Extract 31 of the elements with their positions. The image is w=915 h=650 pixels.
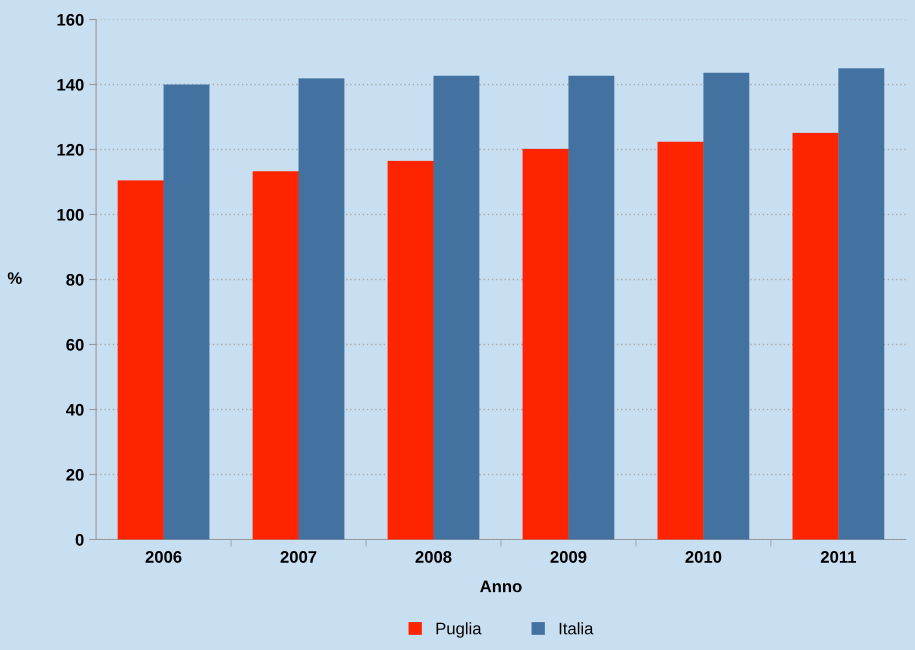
y-tick-label: 120 [58,144,84,156]
bar [164,84,210,540]
y-tick-label: 160 [58,14,84,26]
y-tick-label: 80 [66,274,84,286]
bar [252,171,299,540]
x-tick-label: 2009 [550,551,586,563]
x-tick-label: 2011 [820,551,856,563]
bar [838,68,884,540]
y-tick-label: 0 [76,534,84,546]
bar [703,72,750,540]
legend-label: Puglia [436,622,482,638]
x-tick-label: 2006 [146,551,182,563]
bar [298,78,344,540]
x-tick-label: 2008 [416,551,452,563]
y-tick-label: 60 [66,338,84,351]
y-tick-label: 100 [58,208,84,221]
bar [658,142,704,540]
bar [568,76,614,540]
y-axis-title: % [8,272,22,284]
bar [522,148,568,540]
x-tick-label: 2010 [685,551,722,563]
bar [792,132,838,540]
y-tick-label: 40 [66,404,84,416]
y-tick-label: 140 [58,78,84,91]
bar [433,76,480,540]
bar [118,180,164,540]
x-axis-title: Anno [480,580,522,592]
y-tick-label: 20 [66,468,84,481]
legend-label: Italia [560,622,594,634]
x-tick-label: 2007 [280,551,316,563]
bar [388,160,434,540]
